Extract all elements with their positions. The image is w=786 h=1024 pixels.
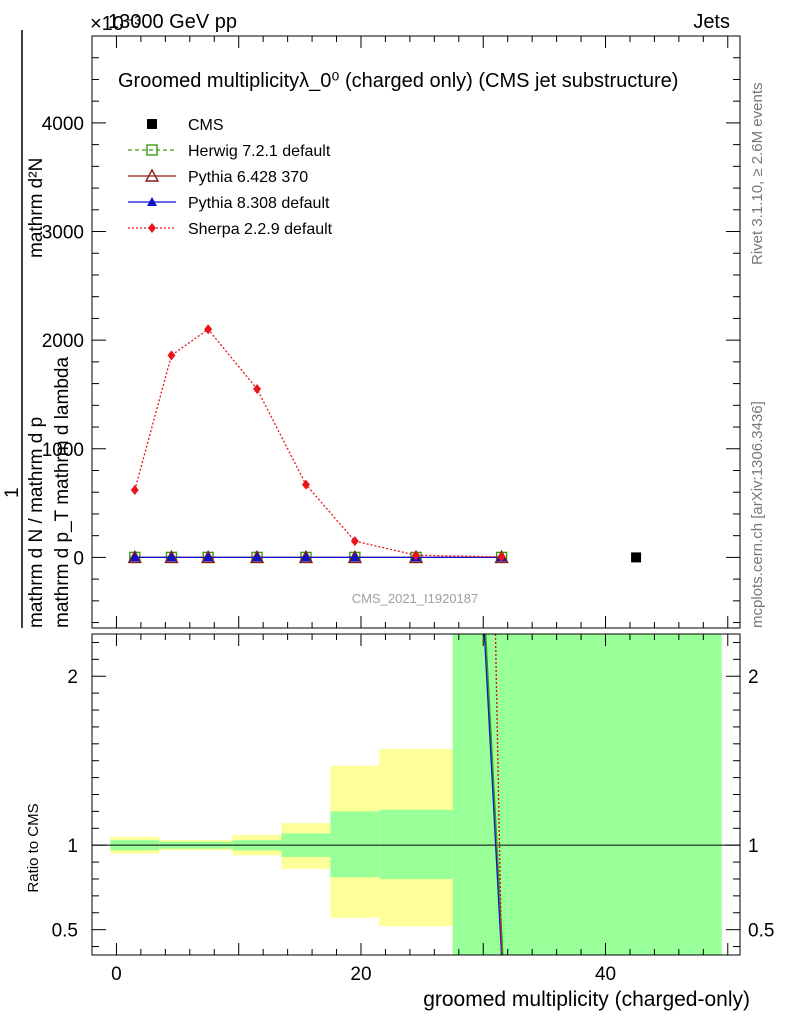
ratio-band-green [379, 809, 453, 879]
rivet-credit: Rivet 3.1.10, ≥ 2.6M events [749, 83, 766, 266]
ratio-line [484, 633, 504, 956]
ratio-line [494, 633, 503, 956]
data-point-sherpa [253, 384, 262, 395]
main-panel: 0 1000 2000 3000 4000 [42, 35, 741, 629]
legend-label: Sherpa 2.2.9 default [188, 221, 333, 238]
legend-label: Herwig 7.2.1 default [188, 143, 331, 160]
ratio-y-tick-label-right: 1 [748, 836, 759, 857]
legend-marker [146, 144, 158, 156]
data-point-pythia8 [349, 552, 360, 562]
x-tick-label: 40 [595, 964, 616, 985]
y-tick-label: 1000 [42, 440, 84, 461]
ratio-y-tick-label-right: 2 [748, 667, 759, 688]
legend-label: Pythia 8.308 default [188, 195, 330, 212]
main-ylabel-denominator: mathrm d N / mathrm d p [26, 417, 47, 628]
x-axis-label: groomed multiplicity (charged-only) [423, 988, 750, 1011]
legend-marker [144, 168, 160, 182]
data-point-cms [631, 552, 642, 563]
x-tick-label: 0 [111, 964, 122, 985]
legend: CMS Herwig 7.2.1 default Pythia 6.428 370 P… [128, 117, 333, 238]
main-ylabel-one: 1 [2, 487, 23, 498]
y-tick-label: 3000 [42, 223, 84, 244]
data-point-sherpa [204, 324, 213, 335]
ratio-y-tick-label: 2 [67, 667, 78, 688]
main-ylabel-numerator: mathrm d²N [26, 158, 47, 258]
main-title: Groomed multiplicityλ_0⁰ (charged only) … [118, 70, 678, 92]
legend-marker [147, 119, 157, 129]
data-point-pythia8 [252, 552, 263, 562]
series-line [134, 328, 502, 558]
energy-label: 13000 GeV pp [108, 11, 237, 33]
ratio-y-tick-label-right: 0.5 [748, 921, 774, 942]
mcplots-credit: mcplots.cern.ch [arXiv:1306.3436] [749, 401, 766, 628]
data-point-sherpa [497, 551, 506, 562]
analysis-watermark: CMS_2021_I1920187 [352, 591, 479, 606]
data-point-pythia8 [300, 552, 311, 562]
data-point-pythia8 [129, 552, 140, 562]
main-ylabel-denominator-right: mathrm d p_T mathrm d lambda [52, 357, 73, 628]
data-point-pythia8 [203, 552, 214, 562]
legend-label: Pythia 6.428 370 [188, 169, 308, 186]
exponent-label: ×10⁻³ [90, 13, 141, 35]
ratio-line [483, 633, 503, 956]
data-point-pythia8 [166, 552, 177, 562]
data-point-sherpa [167, 350, 176, 361]
ratio-band-green [330, 811, 380, 878]
ratio-band-green [452, 634, 722, 955]
data-point-sherpa [301, 479, 310, 490]
data-point-sherpa [412, 550, 420, 561]
y-tick-label: 0 [73, 548, 84, 569]
data-point-sherpa [350, 536, 359, 547]
ratio-y-tick-label: 0.5 [52, 921, 78, 942]
x-tick-label: 20 [350, 964, 371, 985]
ratio-ylabel: Ratio to CMS [25, 803, 42, 892]
legend-label: CMS [188, 117, 224, 134]
data-point-sherpa [130, 485, 139, 496]
y-tick-label: 2000 [42, 331, 84, 352]
ratio-panel: 0 20 40 0.5 0.5 1 1 2 2 [52, 633, 774, 985]
main-frame [91, 35, 741, 629]
ratio-y-tick-label: 1 [67, 836, 78, 857]
y-tick-label: 4000 [42, 114, 84, 135]
process-label: Jets [693, 11, 730, 33]
legend-marker [147, 197, 157, 206]
legend-marker [148, 223, 156, 233]
